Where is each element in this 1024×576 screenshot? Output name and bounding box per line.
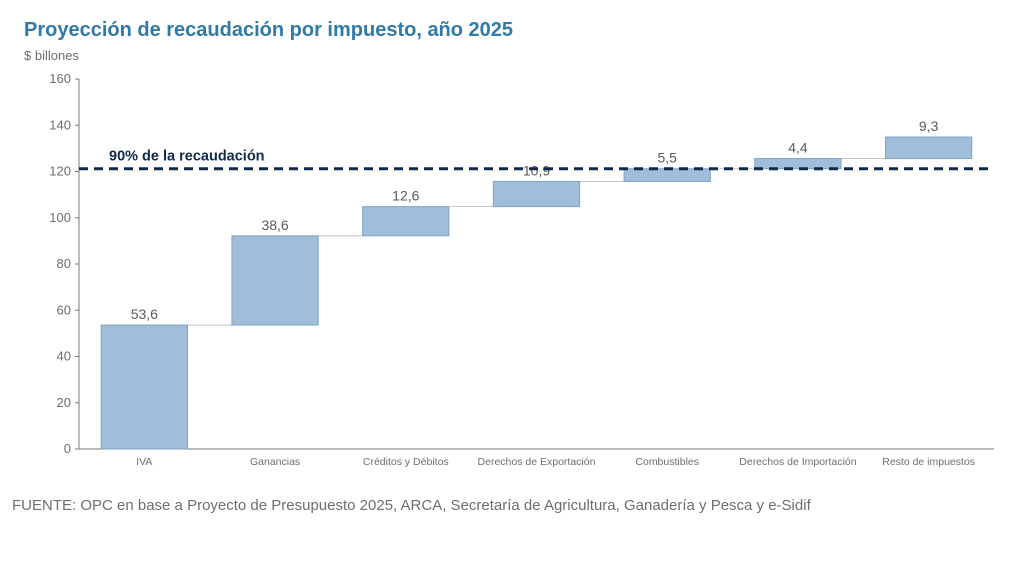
y-tick-label: 100 [49, 210, 71, 225]
bar-value-label: 9,3 [919, 118, 939, 134]
x-category-label: Ganancias [250, 456, 300, 468]
bar [755, 159, 841, 169]
y-tick-label: 20 [57, 395, 71, 410]
reference-line-label: 90% de la recaudación [109, 149, 265, 165]
bar [101, 325, 187, 449]
x-category-label: IVA [136, 456, 152, 468]
y-tick-label: 80 [57, 256, 71, 271]
bar [493, 181, 579, 206]
waterfall-chart: 0 20 40 60 80 100 120 140 160 53,6 IVA 38,6 Ganancia… [24, 69, 1004, 489]
x-category-label: Derechos de Exportación [478, 456, 596, 468]
bar-value-label: 5,5 [657, 150, 677, 166]
bar-value-label: 4,4 [788, 140, 808, 156]
bar-value-label: 38,6 [261, 217, 288, 233]
bar-value-label: 10,9 [523, 162, 550, 178]
y-tick-label: 120 [49, 164, 71, 179]
y-tick-label: 0 [64, 441, 71, 456]
y-tick-label: 160 [49, 71, 71, 86]
bar [363, 207, 449, 236]
x-category-label: Combustibles [635, 456, 699, 468]
bar-value-label: 53,6 [131, 306, 158, 322]
y-tick-label: 140 [49, 117, 71, 132]
chart-title: Proyección de recaudación por impuesto, … [24, 18, 1000, 42]
bar [624, 169, 710, 182]
y-tick-label: 40 [57, 349, 71, 364]
x-category-label: Resto de impuestos [882, 456, 975, 468]
x-category-label: Créditos y Débitos [363, 456, 449, 468]
bar [886, 137, 972, 159]
y-tick-label: 60 [57, 302, 71, 317]
x-category-label: Derechos de Importación [739, 456, 856, 468]
bar [232, 236, 318, 325]
bar-value-label: 12,6 [392, 188, 419, 204]
y-axis-unit-label: $ billones [24, 48, 1000, 63]
source-footnote: FUENTE: OPC en base a Proyecto de Presup… [0, 489, 1024, 516]
chart-container: Proyección de recaudación por impuesto, … [0, 0, 1024, 489]
